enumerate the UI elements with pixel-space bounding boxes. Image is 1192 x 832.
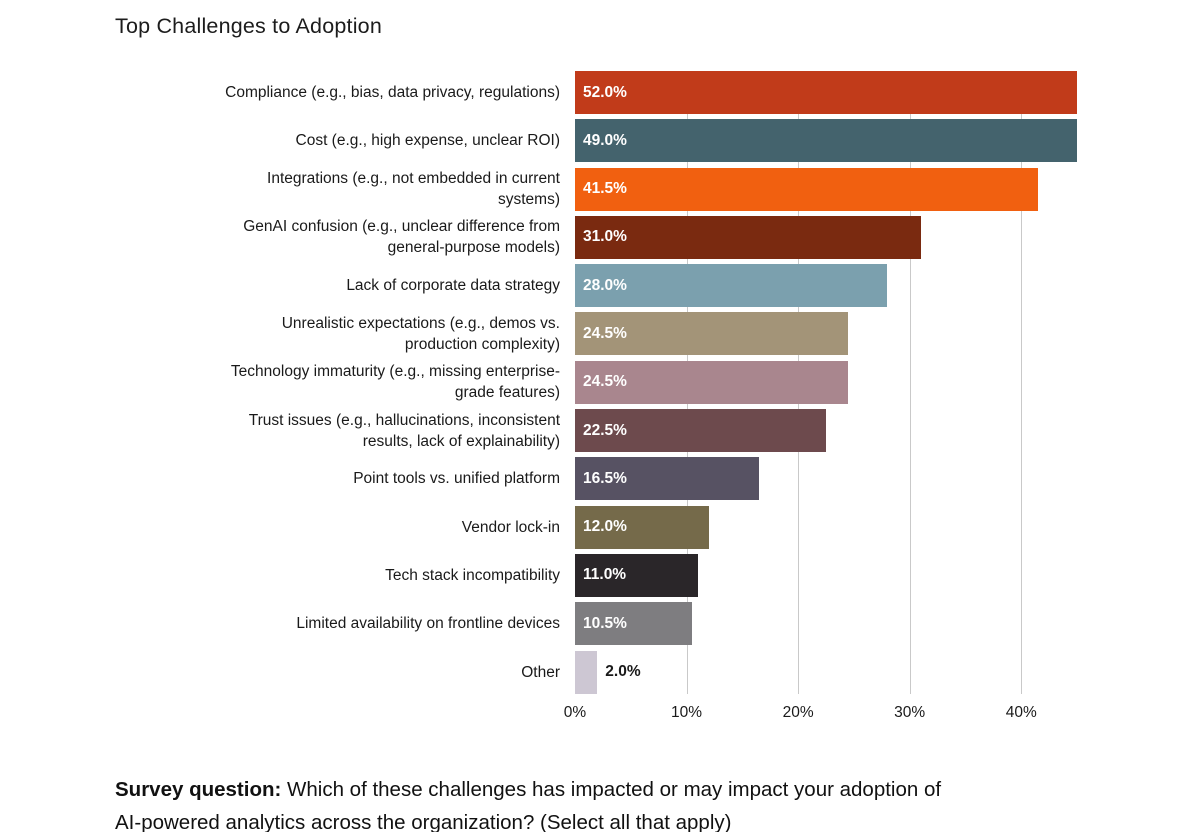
category-label: GenAI confusion (e.g., unclear differenc… (243, 218, 560, 257)
bar (575, 360, 849, 404)
chart-row: Technology immaturity (e.g., missing ent… (115, 360, 1077, 404)
bar (575, 505, 709, 549)
bar (575, 602, 693, 646)
bar (575, 215, 921, 259)
bar-value-label: 12.0% (583, 518, 627, 536)
bar-track: 2.0% (575, 650, 1077, 694)
category-label: Lack of corporate data strategy (346, 277, 560, 295)
bar-value-label: 31.0% (583, 228, 627, 246)
chart-title: Top Challenges to Adoption (115, 14, 382, 38)
category-label: Other (521, 663, 560, 681)
chart-row: GenAI confusion (e.g., unclear differenc… (115, 215, 1077, 259)
x-tick-label: 10% (671, 704, 703, 721)
bar-track: 52.0% (575, 71, 1077, 114)
category-label: Vendor lock-in (461, 518, 560, 536)
chart-row: Lack of corporate data strategy 28.0% (115, 264, 1077, 308)
chart-row: Tech stack incompatibility 11.0% (115, 553, 1077, 597)
bar-value-label: 11.0% (583, 566, 627, 584)
chart-row: Vendor lock-in 12.0% (115, 505, 1077, 549)
survey-question-line1: Which of these challenges has impacted o… (287, 777, 942, 801)
bar-track: 31.0% (575, 215, 1077, 259)
x-tick-label: 20% (782, 704, 814, 721)
category-label: Compliance (e.g., bias, data privacy, re… (225, 84, 560, 101)
bar-track: 16.5% (575, 457, 1077, 501)
category-label: Cost (e.g., high expense, unclear ROI) (295, 132, 561, 150)
gridline (1021, 71, 1023, 694)
bar-chart: Compliance (e.g., bias, data privacy, re… (115, 71, 1077, 721)
category-label: Technology immaturity (e.g., missing ent… (230, 363, 560, 402)
bar-track: 11.0% (575, 553, 1077, 597)
bar-value-label: 2.0% (605, 663, 641, 681)
category-label: Integrations (e.g., not embedded in curr… (267, 170, 560, 209)
chart-row: Trust issues (e.g., hallucinations, inco… (115, 409, 1077, 453)
bar-value-label: 24.5% (583, 373, 627, 391)
chart-rows: Compliance (e.g., bias, data privacy, re… (115, 71, 1077, 694)
x-tick-label: 40% (1005, 704, 1037, 721)
bar (575, 457, 760, 501)
bar (575, 71, 1077, 114)
category-label: Tech stack incompatibility (385, 566, 560, 584)
bar (575, 167, 1038, 211)
bar (575, 264, 888, 308)
bar-value-label: 16.5% (583, 469, 627, 487)
bar-track: 49.0% (575, 119, 1077, 163)
survey-question-line2: AI-powered analytics across the organiza… (115, 810, 732, 832)
chart-row: Compliance (e.g., bias, data privacy, re… (115, 71, 1077, 114)
gridline (909, 71, 911, 694)
bar-track: 12.0% (575, 505, 1077, 549)
chart-row: Unrealistic expectations (e.g., demos vs… (115, 312, 1077, 356)
category-label: Unrealistic expectations (e.g., demos vs… (281, 314, 560, 353)
bar (575, 650, 598, 694)
chart-row: Point tools vs. unified platform 16.5% (115, 457, 1077, 501)
bar-value-label: 22.5% (583, 421, 627, 439)
bar-value-label: 41.5% (583, 180, 627, 198)
survey-question: Survey question: Which of these challeng… (115, 773, 1125, 832)
bar-value-label: 52.0% (583, 83, 627, 101)
category-label: Trust issues (e.g., hallucinations, inco… (248, 411, 560, 450)
bar-value-label: 49.0% (583, 131, 627, 149)
bar-value-label: 24.5% (583, 324, 627, 342)
x-tick-label: 30% (894, 704, 926, 721)
category-label: Point tools vs. unified platform (353, 470, 560, 488)
x-axis: 0% 10% 20% 30% 40% (564, 704, 1077, 726)
bar-track: 41.5% (575, 167, 1077, 211)
bar (575, 119, 1077, 163)
x-tick-label: 0% (563, 704, 587, 721)
bar (575, 312, 849, 356)
bar-value-label: 28.0% (583, 276, 627, 294)
bar-track: 22.5% (575, 409, 1077, 453)
bar-value-label: 10.5% (583, 614, 627, 632)
chart-row: Integrations (e.g., not embedded in curr… (115, 167, 1077, 211)
bar (575, 553, 698, 597)
survey-question-label: Survey question: (115, 777, 282, 801)
category-label: Limited availability on frontline device… (296, 615, 560, 633)
chart-row: Cost (e.g., high expense, unclear ROI) 49… (115, 119, 1077, 163)
bar-track: 28.0% (575, 264, 1077, 308)
bar-track: 24.5% (575, 312, 1077, 356)
bar (575, 409, 826, 453)
bar-track: 10.5% (575, 602, 1077, 646)
bar-track: 24.5% (575, 360, 1077, 404)
chart-row: Other 2.0% (115, 650, 1077, 694)
chart-row: Limited availability on frontline device… (115, 602, 1077, 646)
